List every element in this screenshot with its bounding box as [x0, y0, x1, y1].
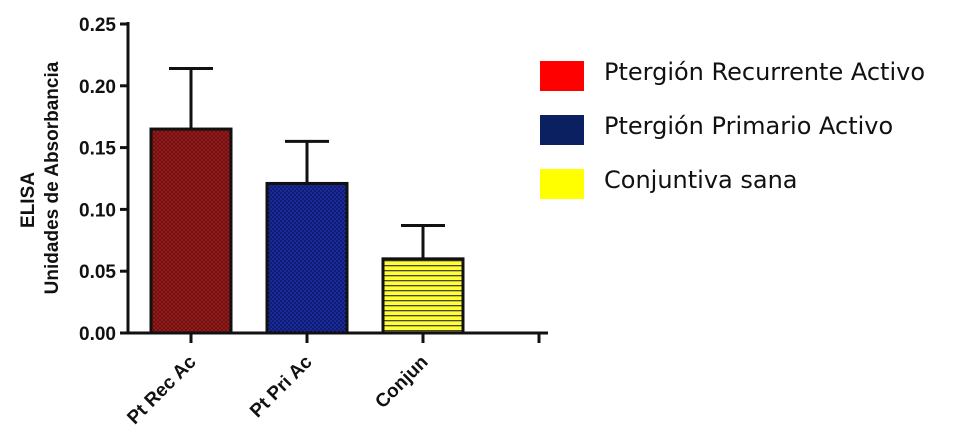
bar — [265, 181, 349, 335]
x-tick-label: Pt Pri Ac — [246, 351, 317, 422]
y-tick-label: 0.15 — [79, 139, 116, 160]
y-axis-label-line1: ELISA — [18, 172, 39, 228]
x-tick-label: Conjun — [371, 352, 432, 413]
legend-label: Conjuntiva sana — [604, 166, 798, 194]
y-tick-label: 0.20 — [79, 77, 116, 98]
x-tick-label: Pt Rec Ac — [123, 351, 200, 428]
bar — [381, 257, 465, 335]
y-axis-label-line2: Unidades de Absorbancia — [42, 61, 63, 294]
y-tick-label: 0.25 — [79, 15, 116, 36]
legend-swatch — [540, 61, 584, 91]
bars — [149, 66, 465, 335]
bar — [149, 127, 233, 335]
y-tick-label: 0.00 — [79, 324, 116, 345]
y-tick-label: 0.05 — [79, 262, 116, 283]
legend-swatch — [540, 169, 584, 199]
y-axis: 0.00 0.05 0.10 0.15 0.20 0.25 — [79, 15, 130, 345]
y-tick-label: 0.10 — [79, 200, 116, 221]
x-axis: Pt Rec Ac Pt Pri Ac Conjun — [123, 331, 548, 429]
legend: Ptergión Recurrente Activo Ptergión Prima… — [540, 58, 925, 199]
legend-label: Ptergión Primario Activo — [604, 112, 893, 140]
legend-label: Ptergión Recurrente Activo — [604, 58, 925, 86]
y-axis-title: ELISA Unidades de Absorbancia — [18, 61, 63, 294]
legend-swatch — [540, 115, 584, 145]
